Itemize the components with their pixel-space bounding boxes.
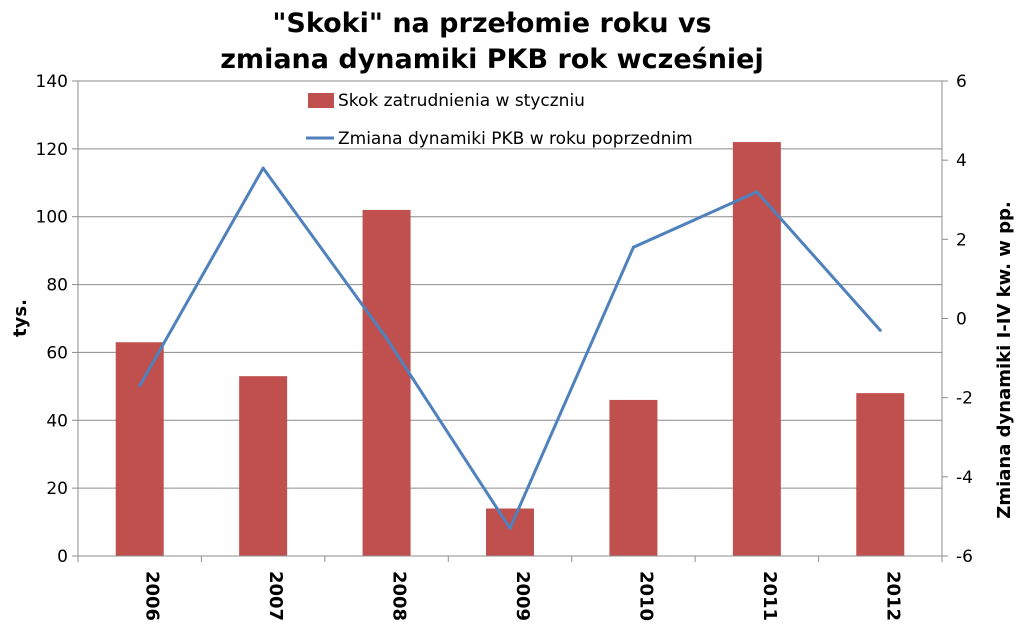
bar: [856, 393, 905, 556]
left-tick-label: 120: [36, 140, 68, 160]
bar: [115, 342, 164, 556]
line-point: [385, 336, 389, 340]
left-y-ticks: 0 20 40 60 80 100 120 140: [36, 72, 68, 567]
x-tick-label: 2008: [389, 571, 410, 621]
axes: [72, 80, 948, 562]
bar: [609, 399, 658, 556]
line-point: [508, 526, 512, 530]
left-axis-label: tys.: [10, 299, 31, 337]
legend: Skok zatrudnienia w styczniu Zmiana dyna…: [306, 91, 693, 149]
left-tick-label: 140: [36, 72, 68, 92]
left-tick-label: 60: [46, 343, 68, 363]
line-series: [138, 166, 882, 530]
legend-swatch-bar: [308, 93, 334, 108]
line-point: [878, 328, 882, 332]
left-tick-label: 80: [46, 276, 68, 296]
legend-label-line: Zmiana dynamiki PKB w roku poprzednim: [338, 129, 693, 149]
x-tick-label: 2006: [142, 571, 163, 621]
right-tick-label: 4: [956, 151, 967, 171]
right-tick-label: 0: [956, 310, 967, 330]
x-ticks: 2006 2007 2008 2009 2010 2011 2012: [142, 571, 904, 621]
left-tick-label: 20: [46, 479, 68, 499]
x-tick-label: 2011: [759, 571, 780, 621]
right-tick-label: 2: [956, 230, 967, 250]
right-axis-label: Zmiana dynamiki I-IV kw. w pp.: [994, 201, 1015, 518]
right-tick-label: -4: [956, 468, 973, 488]
chart-title-line-1: "Skoki" na przełomie roku vs: [272, 8, 711, 39]
left-tick-label: 40: [46, 411, 68, 431]
chart-title: "Skoki" na przełomie roku vs zmiana dyna…: [220, 8, 764, 75]
left-tick-label: 0: [57, 547, 68, 567]
right-tick-label: -6: [956, 547, 973, 567]
right-y-ticks: -6 -4 -2 0 2 4 6: [956, 72, 973, 567]
x-tick-label: 2012: [882, 571, 903, 621]
x-tick-label: 2009: [512, 571, 533, 621]
bar: [732, 142, 781, 557]
line-point: [138, 384, 142, 388]
bar: [239, 376, 288, 556]
right-tick-label: -2: [956, 389, 973, 409]
line-point: [261, 166, 265, 170]
left-tick-label: 100: [36, 208, 68, 228]
x-tick-label: 2010: [635, 571, 656, 621]
line-point: [631, 245, 635, 249]
line-point: [755, 190, 759, 194]
right-tick-label: 6: [956, 72, 967, 92]
bar: [486, 508, 534, 556]
legend-label-bar: Skok zatrudnienia w styczniu: [338, 91, 585, 111]
bar: [362, 209, 411, 556]
x-tick-label: 2007: [265, 571, 286, 621]
chart-title-line-2: zmiana dynamiki PKB rok wcześniej: [220, 44, 764, 75]
gridlines: [78, 80, 942, 557]
bar-series: [115, 142, 905, 557]
